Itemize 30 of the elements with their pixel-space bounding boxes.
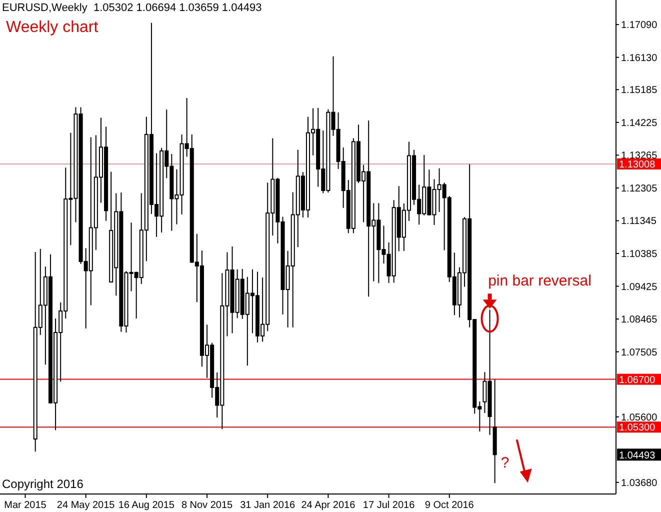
annotation: ? — [500, 454, 510, 472]
x-tick-label: Mar 2015 — [4, 500, 47, 511]
y-tick-label: 1.16130 — [621, 52, 658, 64]
x-tick-label: 16 Aug 2015 — [118, 500, 175, 511]
text: Weekly chart — [6, 19, 99, 36]
y-tick-label: 1.03680 — [621, 478, 658, 489]
x-tick-label: 8 Nov 2015 — [181, 500, 234, 511]
y-tick-label: 1.14225 — [621, 118, 658, 129]
text: 1.04493 — [619, 450, 656, 462]
chart-title: EURUSD,Weekly 1.05302 1.06694 1.03659 1.04493 — [2, 2, 262, 14]
x-tick-label: 9 Oct 2016 — [424, 500, 474, 511]
ref-line-label: 1.13008 — [619, 159, 656, 170]
y-tick-label: 1.13265 — [621, 150, 658, 162]
x-tick-label: 24 Apr 2016 — [301, 500, 356, 511]
y-tick-label: 1.08465 — [621, 314, 658, 326]
y-tick-label: 1.15185 — [621, 85, 658, 96]
x-tick-label: 24 May 2015 — [56, 500, 116, 511]
y-tick-label: 1.05600 — [621, 412, 658, 424]
x-tick-label: 31 Jan 2016 — [240, 500, 296, 511]
y-tick-label: 1.12305 — [621, 183, 658, 194]
y-tick-label: 1.17090 — [621, 20, 658, 32]
ref-line-label: 1.06700 — [619, 374, 656, 386]
y-tick-label: 1.11345 — [621, 216, 657, 228]
y-tick-label: 1.07505 — [621, 347, 658, 358]
annotation: Copyright 2016 — [2, 477, 84, 491]
y-tick-label: 1.09425 — [621, 282, 658, 293]
y-tick-label: 1.10385 — [621, 248, 658, 260]
ref-line-label: 1.05300 — [619, 422, 656, 434]
x-tick-label: 17 Jul 2016 — [362, 500, 416, 511]
annotation: pin bar reversal — [488, 272, 592, 290]
